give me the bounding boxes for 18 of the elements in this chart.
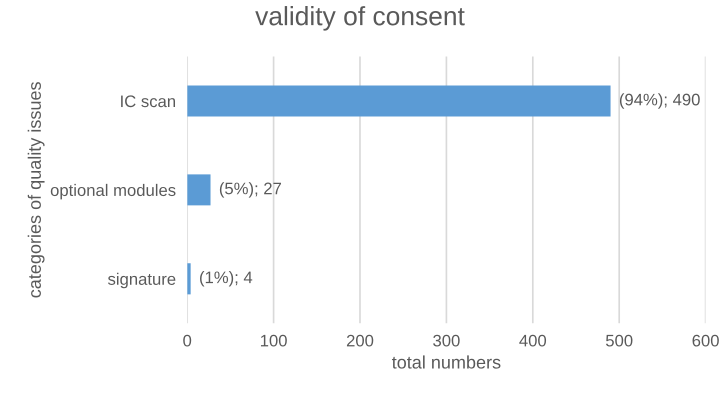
bar xyxy=(187,174,211,206)
x-tick-label: 300 xyxy=(433,334,460,347)
y-tick-label: signature xyxy=(108,272,176,288)
data-label: (94%); 490 xyxy=(620,93,700,109)
x-tick-label: 200 xyxy=(346,334,374,347)
x-tick-label: 400 xyxy=(519,334,546,347)
y-tick-label: optional modules xyxy=(50,184,176,200)
data-label: (1%); 4 xyxy=(200,270,252,287)
data-label: (5%); 27 xyxy=(220,182,282,198)
y-tick-label: IC scan xyxy=(121,95,176,108)
x-axis-title: total numbers xyxy=(392,355,500,369)
x-tick-label: 100 xyxy=(260,334,287,347)
x-tick-label: 500 xyxy=(606,334,632,347)
chart-title: validity of consent xyxy=(255,6,465,31)
y-axis-title: categories of quality issues xyxy=(28,82,45,298)
x-tick-label: 600 xyxy=(692,334,719,347)
x-tick-label: 0 xyxy=(183,334,192,347)
bar xyxy=(187,85,611,117)
